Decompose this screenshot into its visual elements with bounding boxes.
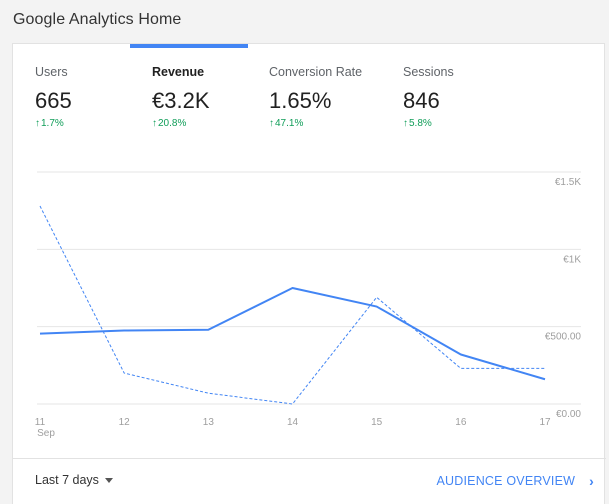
y-tick-label: €0.00 bbox=[556, 409, 581, 420]
delta-value: 47.1% bbox=[275, 118, 304, 129]
date-range-label: Last 7 days bbox=[35, 473, 99, 487]
tab-delta: ↑5.8% bbox=[403, 118, 432, 129]
tab-delta: ↑1.7% bbox=[35, 118, 64, 129]
caret-down-icon bbox=[104, 477, 113, 483]
arrow-up-icon: ↑ bbox=[152, 118, 157, 129]
tab-delta: ↑47.1% bbox=[269, 118, 303, 129]
card-footer: Last 7 days AUDIENCE OVERVIEW › bbox=[13, 458, 606, 504]
delta-value: 20.8% bbox=[158, 118, 187, 129]
series-line-solid bbox=[39, 287, 546, 381]
y-tick-label: €1.5K bbox=[555, 177, 581, 188]
tab-delta: ↑20.8% bbox=[152, 118, 186, 129]
x-tick-label: 13 bbox=[203, 417, 215, 428]
tab-value: 1.65% bbox=[269, 88, 332, 113]
page-title: Google Analytics Home bbox=[13, 11, 182, 28]
tab-sessions[interactable]: Sessions 846 ↑5.8% bbox=[403, 44, 521, 134]
page-header: Google Analytics Home bbox=[0, 0, 609, 43]
tab-label: Sessions bbox=[403, 65, 454, 79]
x-tick-label: 11 bbox=[35, 417, 46, 428]
tab-label: Users bbox=[35, 65, 68, 79]
y-tick-label: €500.00 bbox=[545, 332, 582, 343]
arrow-up-icon: ↑ bbox=[35, 118, 40, 129]
arrow-up-icon: ↑ bbox=[403, 118, 408, 129]
tab-revenue[interactable]: Revenue €3.2K ↑20.8% bbox=[130, 44, 248, 134]
x-tick-label: 17 bbox=[539, 417, 551, 428]
active-tab-indicator bbox=[130, 44, 248, 48]
delta-value: 1.7% bbox=[41, 118, 64, 129]
x-tick-label: 16 bbox=[455, 417, 467, 428]
tab-value: 665 bbox=[35, 88, 72, 113]
audience-overview-label: AUDIENCE OVERVIEW bbox=[436, 474, 576, 488]
audience-overview-link[interactable]: AUDIENCE OVERVIEW › bbox=[437, 473, 595, 489]
x-tick-sublabel: Sep bbox=[37, 428, 55, 439]
tab-conversion-rate[interactable]: Conversion Rate 1.65% ↑47.1% bbox=[269, 44, 387, 134]
x-tick-label: 14 bbox=[287, 417, 299, 428]
date-range-dropdown[interactable]: Last 7 days bbox=[35, 473, 113, 487]
tab-label: Conversion Rate bbox=[269, 65, 363, 79]
tab-users[interactable]: Users 665 ↑1.7% bbox=[35, 44, 153, 134]
x-tick-label: 12 bbox=[119, 417, 131, 428]
x-tick-label: 15 bbox=[371, 417, 383, 428]
chevron-right-icon: › bbox=[589, 473, 594, 489]
arrow-up-icon: ↑ bbox=[269, 118, 274, 129]
y-tick-label: €1K bbox=[563, 254, 581, 265]
series-line-dashed bbox=[39, 205, 545, 405]
tab-value: €3.2K bbox=[152, 88, 210, 113]
tab-label: Revenue bbox=[152, 65, 205, 79]
revenue-line-chart: €1.5K €1K €500.00 €0.00 11 12 13 14 15 16 17 Sep bbox=[35, 171, 582, 439]
delta-value: 5.8% bbox=[409, 118, 432, 129]
overview-card: Users 665 ↑1.7% Revenue €3.2K ↑20.8% Con… bbox=[12, 43, 606, 504]
tab-value: 846 bbox=[403, 88, 440, 113]
